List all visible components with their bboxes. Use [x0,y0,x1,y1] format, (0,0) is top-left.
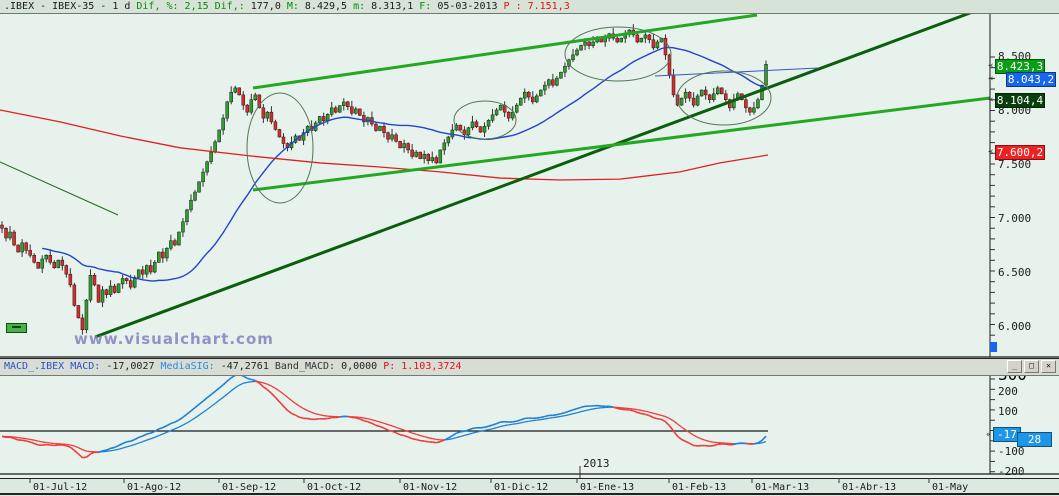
axis-arrow-icon: « [986,430,991,440]
x-axis-label: 01-Feb-13 [672,482,726,493]
price-axis-label: 7.000 [998,212,1031,225]
macd-axis-label: -200 [998,465,1025,478]
close-button[interactable]: ✕ [1041,360,1056,373]
macd-header-segment: MediaSIG: [161,361,215,372]
title-segment: 1 d [112,1,130,12]
title-segment: M: [287,1,299,12]
title-segment: P : [504,1,522,12]
macd-header-segment: MACD: [70,361,100,372]
axis-arrow-icon: « [988,74,993,84]
title-segment: 7.151,3 [528,1,570,12]
price-axis-label: 6.000 [998,320,1031,333]
x-axis-label: 01-Oct-12 [307,482,361,493]
title-segment: 2,15 [185,1,209,12]
macd-badge: 28 [1017,432,1052,447]
maximize-button[interactable]: □ [1024,360,1039,373]
macd-axis-label: 200 [998,385,1018,398]
dash-icon [12,326,21,328]
macd-axis-label: 100 [998,405,1018,418]
price-badge: 8.043,2 [1006,72,1056,87]
x-axis-label: 01-Ago-12 [127,482,181,493]
x-axis-label: 01-Sep-12 [222,482,276,493]
x-axis-label: 01-Mar-13 [755,482,809,493]
price-badge: 7.600,2 [995,145,1045,160]
macd-header-bar: MACD_.IBEX MACD: -17,0027 MediaSIG: -47,2761… [0,358,1059,376]
x-axis-label: 01-Jul-12 [33,482,87,493]
x-axis-label: 01-Dic-12 [494,482,548,493]
macd-header-segment: -47,2761 [221,361,269,372]
axis-arrow-icon: « [988,147,993,157]
title-segment: 05-03-2013 [437,1,497,12]
title-segment: 177,0 [251,1,281,12]
title-segment: Dif, %: [136,1,178,12]
title-segment: Dif,: [215,1,245,12]
x-axis-label: 01-May [932,482,968,493]
title-segment: .IBEX [4,1,34,12]
minimize-button[interactable]: _ [1007,360,1022,373]
price-axis-label: 6.500 [998,266,1031,279]
macd-header-segment: MACD_.IBEX [4,361,64,372]
x-axis-label: 01-Nov-12 [403,482,457,493]
title-segment: 8.429,5 [305,1,347,12]
year-label: 2013 [583,457,610,470]
macd-header-segment: 0,0000 [341,361,377,372]
title-segment: F: [419,1,431,12]
x-axis-label: 01-Ene-13 [580,482,634,493]
macd-header-segment: 1.103,3724 [401,361,461,372]
price-badge: 8.104,4 [995,93,1045,108]
title-segment: - [100,1,106,12]
macd-window-buttons: _□✕ [1007,360,1056,373]
x-axis-label: 01-Abr-13 [842,482,896,493]
macd-header-segment: -17,0027 [106,361,154,372]
title-segment: - [40,1,46,12]
watermark: www.visualchart.com [74,330,274,348]
title-segment: 8.313,1 [371,1,413,12]
axis-arrow-icon: « [988,95,993,105]
title-segment: m: [353,1,365,12]
title-segment: IBEX-35 [52,1,94,12]
macd-header-segment: P: [383,361,395,372]
macd-header-segment: Band_MACD: [275,361,335,372]
minimized-indicator-badge[interactable] [6,323,27,333]
axis-arrow-icon: « [988,61,993,71]
